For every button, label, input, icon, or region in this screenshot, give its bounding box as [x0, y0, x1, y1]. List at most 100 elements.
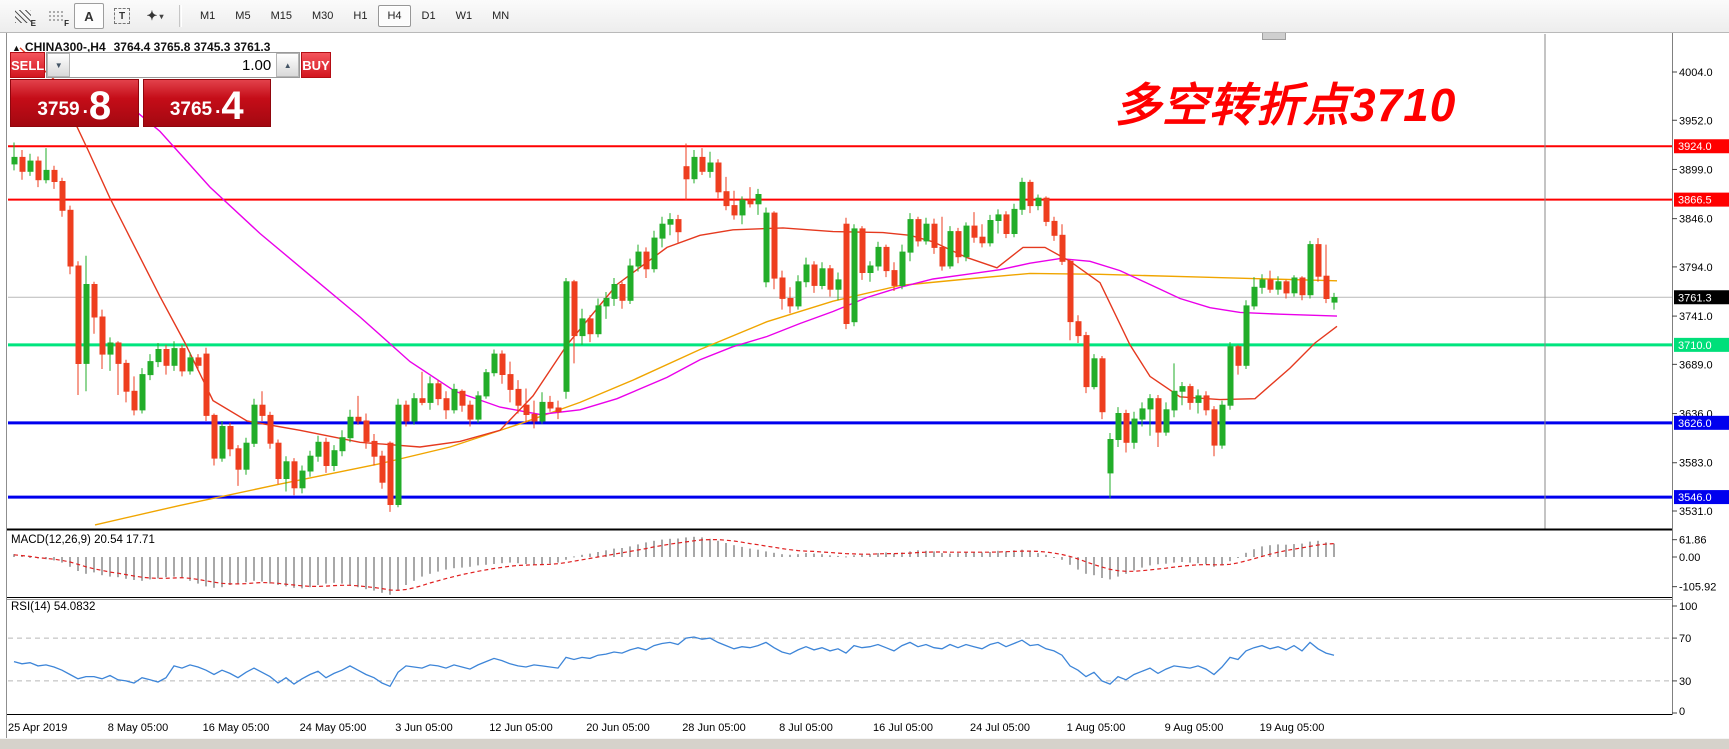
timeframe-m5-button[interactable]: M5: [235, 10, 251, 22]
candle-body: [1123, 413, 1130, 443]
chart-canvas[interactable]: 4004.0 3952.0 3899.0 3846.0 3794.0 3741.0 3689…: [0, 33, 1729, 749]
macd-hist-bar: [589, 553, 591, 557]
candle-body: [843, 223, 850, 324]
rsi-indicator-label: RSI(14) 54.0832: [11, 601, 96, 613]
candle-body: [123, 362, 130, 392]
macd-hist-bar: [93, 557, 95, 573]
price-tag-bg: [1674, 415, 1729, 430]
macd-hist-bar: [245, 557, 247, 583]
candle-body: [1075, 321, 1082, 337]
macd-hist-bar: [293, 557, 295, 588]
buy-button[interactable]: BUY: [301, 52, 331, 78]
title-triangle-icon: ▲: [12, 43, 21, 53]
timeframe-h4-button[interactable]: H4: [378, 5, 411, 27]
candle-body: [891, 270, 898, 286]
candle-body: [595, 305, 602, 335]
macd-hist-bar: [693, 536, 695, 557]
macd-hist-bar: [413, 557, 415, 581]
macd-hist-bar: [1053, 557, 1055, 558]
candle-body: [1099, 358, 1106, 413]
candle-body: [739, 199, 746, 216]
timeframe-m15-button[interactable]: M15: [270, 10, 292, 22]
timeframe-mn-button[interactable]: MN: [492, 10, 510, 22]
candle-body: [307, 455, 314, 472]
toolbar-separator: [179, 5, 182, 27]
macd-hist-bar: [1261, 546, 1263, 557]
candle-body: [539, 401, 546, 422]
ellipse-hatch-tool-icon[interactable]: E: [8, 3, 38, 29]
macd-hist-bar: [741, 546, 743, 557]
macd-hist-bar: [365, 557, 367, 590]
candle-body: [411, 398, 418, 422]
timeframe-h1-button[interactable]: H1: [353, 10, 368, 22]
ma-red-line: [19, 47, 1338, 448]
macd-hist-bar: [1133, 557, 1135, 571]
timeframe-m1-button[interactable]: M1: [200, 10, 216, 22]
candle-body: [779, 277, 786, 299]
macd-hist-bar: [173, 557, 175, 577]
chart-background[interactable]: [0, 33, 1729, 749]
rsi-axis-label: 30: [1679, 676, 1691, 688]
fibo-grid-tool-icon[interactable]: F: [41, 3, 71, 29]
volume-input[interactable]: [70, 53, 277, 77]
macd-hist-bar: [357, 557, 359, 588]
volume-increase-button[interactable]: ▲: [276, 53, 300, 77]
macd-hist-bar: [1205, 557, 1207, 565]
candle-body: [211, 414, 218, 459]
candle-body: [1203, 395, 1210, 411]
macd-axis-label: 0.00: [1679, 552, 1700, 564]
macd-hist-bar: [261, 557, 263, 582]
candle-body: [1107, 439, 1114, 474]
timeframe-m30-button[interactable]: M30: [311, 10, 334, 22]
candle-body: [587, 318, 594, 335]
candle-body: [1299, 277, 1306, 296]
candle-body: [667, 219, 674, 225]
candle-body: [219, 426, 226, 459]
candle-body: [483, 372, 490, 397]
label-a-tool-icon[interactable]: A: [74, 3, 104, 29]
candle-body: [11, 156, 18, 165]
candle-body: [763, 212, 770, 283]
macd-hist-bar: [805, 553, 807, 557]
sell-button[interactable]: SELL: [10, 52, 46, 78]
candle-body: [731, 205, 738, 216]
candle-body: [99, 316, 106, 355]
macd-hist-bar: [853, 555, 855, 557]
macd-hist-bar: [933, 551, 935, 557]
macd-hist-bar: [797, 554, 799, 557]
macd-hist-bar: [917, 550, 919, 557]
candle-body: [547, 401, 554, 409]
timeframe-d1-button[interactable]: D1: [421, 10, 436, 22]
candle-body: [403, 404, 410, 422]
chart-scroll-notch[interactable]: [1262, 33, 1286, 40]
macd-hist-bar: [925, 550, 927, 557]
buy-price-box[interactable]: 3765. 4: [142, 79, 271, 127]
candles-up-layer: [11, 142, 1338, 508]
text-t-tool-icon[interactable]: T: [107, 3, 137, 29]
macd-hist-bar: [637, 544, 639, 557]
macd-hist-bar: [1333, 543, 1335, 557]
macd-hist-bar: [213, 557, 215, 588]
macd-hist-bar: [1237, 557, 1239, 558]
price-tag-label: 3866.5: [1678, 195, 1712, 207]
candle-body: [459, 390, 466, 406]
candle-body: [995, 214, 1002, 221]
macd-hist-bar: [1141, 557, 1143, 568]
price-tick-label: 3899.0: [1679, 164, 1713, 176]
sell-price-box[interactable]: 3759. 8: [10, 79, 139, 127]
arrow-styles-tool-icon[interactable]: ✦ ▾: [146, 8, 164, 23]
volume-decrease-button[interactable]: ▼: [47, 53, 71, 77]
candle-body: [603, 298, 610, 307]
candle-body: [363, 420, 370, 442]
macd-hist-bar: [621, 548, 623, 557]
candle-body: [1195, 395, 1202, 403]
timeframe-w1-button[interactable]: W1: [455, 10, 473, 22]
price-tag-label: 3761.3: [1678, 292, 1712, 304]
macd-hist-bar: [317, 557, 319, 585]
candle-body: [75, 265, 82, 364]
macd-hist-bar: [389, 557, 391, 595]
candle-body: [1147, 398, 1154, 410]
candle-body: [611, 284, 618, 299]
macd-hist-bar: [1301, 543, 1303, 557]
macd-hist-bar: [325, 557, 327, 584]
